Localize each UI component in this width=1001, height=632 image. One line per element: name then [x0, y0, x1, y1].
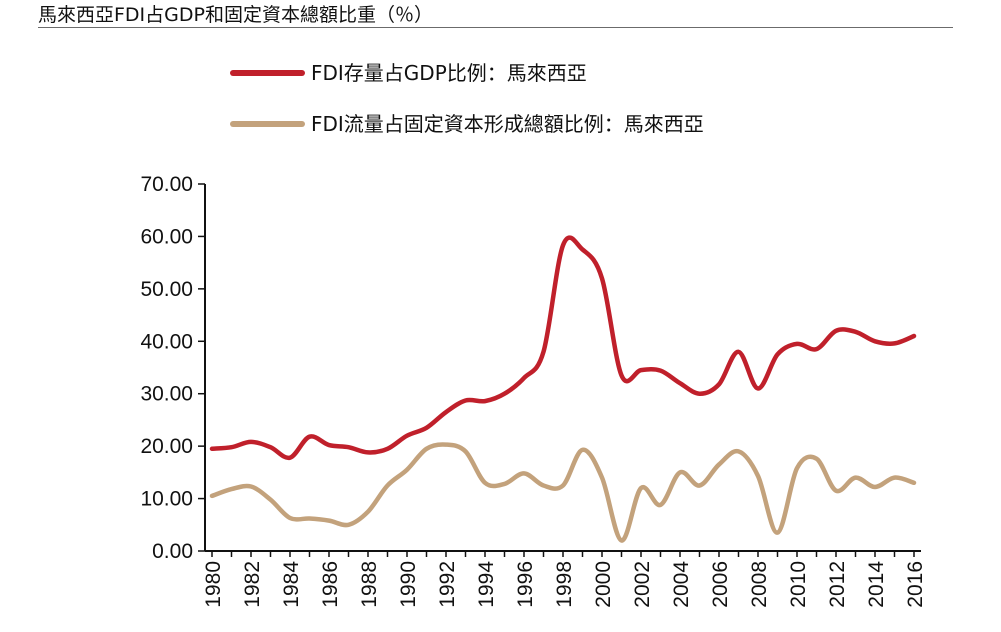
y-tick-label: 40.00	[140, 330, 193, 353]
y-tick-label: 60.00	[140, 225, 193, 248]
legend-label-series-1: FDI流量占固定資本形成總額比例：馬來西亞	[311, 112, 704, 136]
x-tick-label: 1982	[241, 561, 264, 608]
x-tick-label: 1986	[319, 561, 342, 608]
x-tick-label: 1996	[514, 561, 537, 608]
legend: FDI存量占GDP比例：馬來西亞 FDI流量占固定資本形成總額比例：馬來西亞	[230, 61, 704, 136]
x-tick-label: 2000	[592, 561, 615, 608]
y-tick-label: 70.00	[140, 173, 193, 196]
x-tick-label: 2016	[904, 561, 927, 608]
x-tick-label: 2002	[631, 561, 654, 608]
y-tick-label: 30.00	[140, 383, 193, 406]
x-tick-label: 2008	[748, 561, 771, 608]
x-tick-label: 1980	[202, 561, 225, 608]
axes: 0.00 10.00 20.00 30.00 40.00 50.00 60.00 70.00 1…	[140, 173, 927, 608]
x-tick-label: 2012	[826, 561, 849, 608]
x-tick-label: 1988	[358, 561, 381, 608]
x-tick-label: 1994	[475, 561, 498, 608]
x-tick-label: 2014	[865, 561, 888, 608]
title-rule	[38, 27, 953, 28]
x-tick-label: 2004	[670, 561, 693, 608]
y-tick-label: 50.00	[140, 278, 193, 301]
x-tick-label: 2006	[709, 561, 732, 608]
x-tick-label: 1998	[553, 561, 576, 608]
figure-title: 馬來西亞FDI占GDP和固定資本總額比重（％）	[38, 4, 433, 26]
x-tick-label: 2010	[787, 561, 810, 608]
y-tick-label: 0.00	[152, 540, 193, 563]
y-tick-label: 10.00	[140, 488, 193, 511]
plot-area	[209, 235, 917, 543]
x-tick-label: 1984	[280, 561, 303, 608]
x-tick-label: 1992	[436, 561, 459, 608]
y-tick-label: 20.00	[140, 435, 193, 458]
x-tick-label: 1990	[397, 561, 420, 608]
series-line-0	[209, 235, 917, 461]
legend-label-series-0: FDI存量占GDP比例：馬來西亞	[311, 61, 587, 85]
series-line-1	[209, 442, 917, 543]
